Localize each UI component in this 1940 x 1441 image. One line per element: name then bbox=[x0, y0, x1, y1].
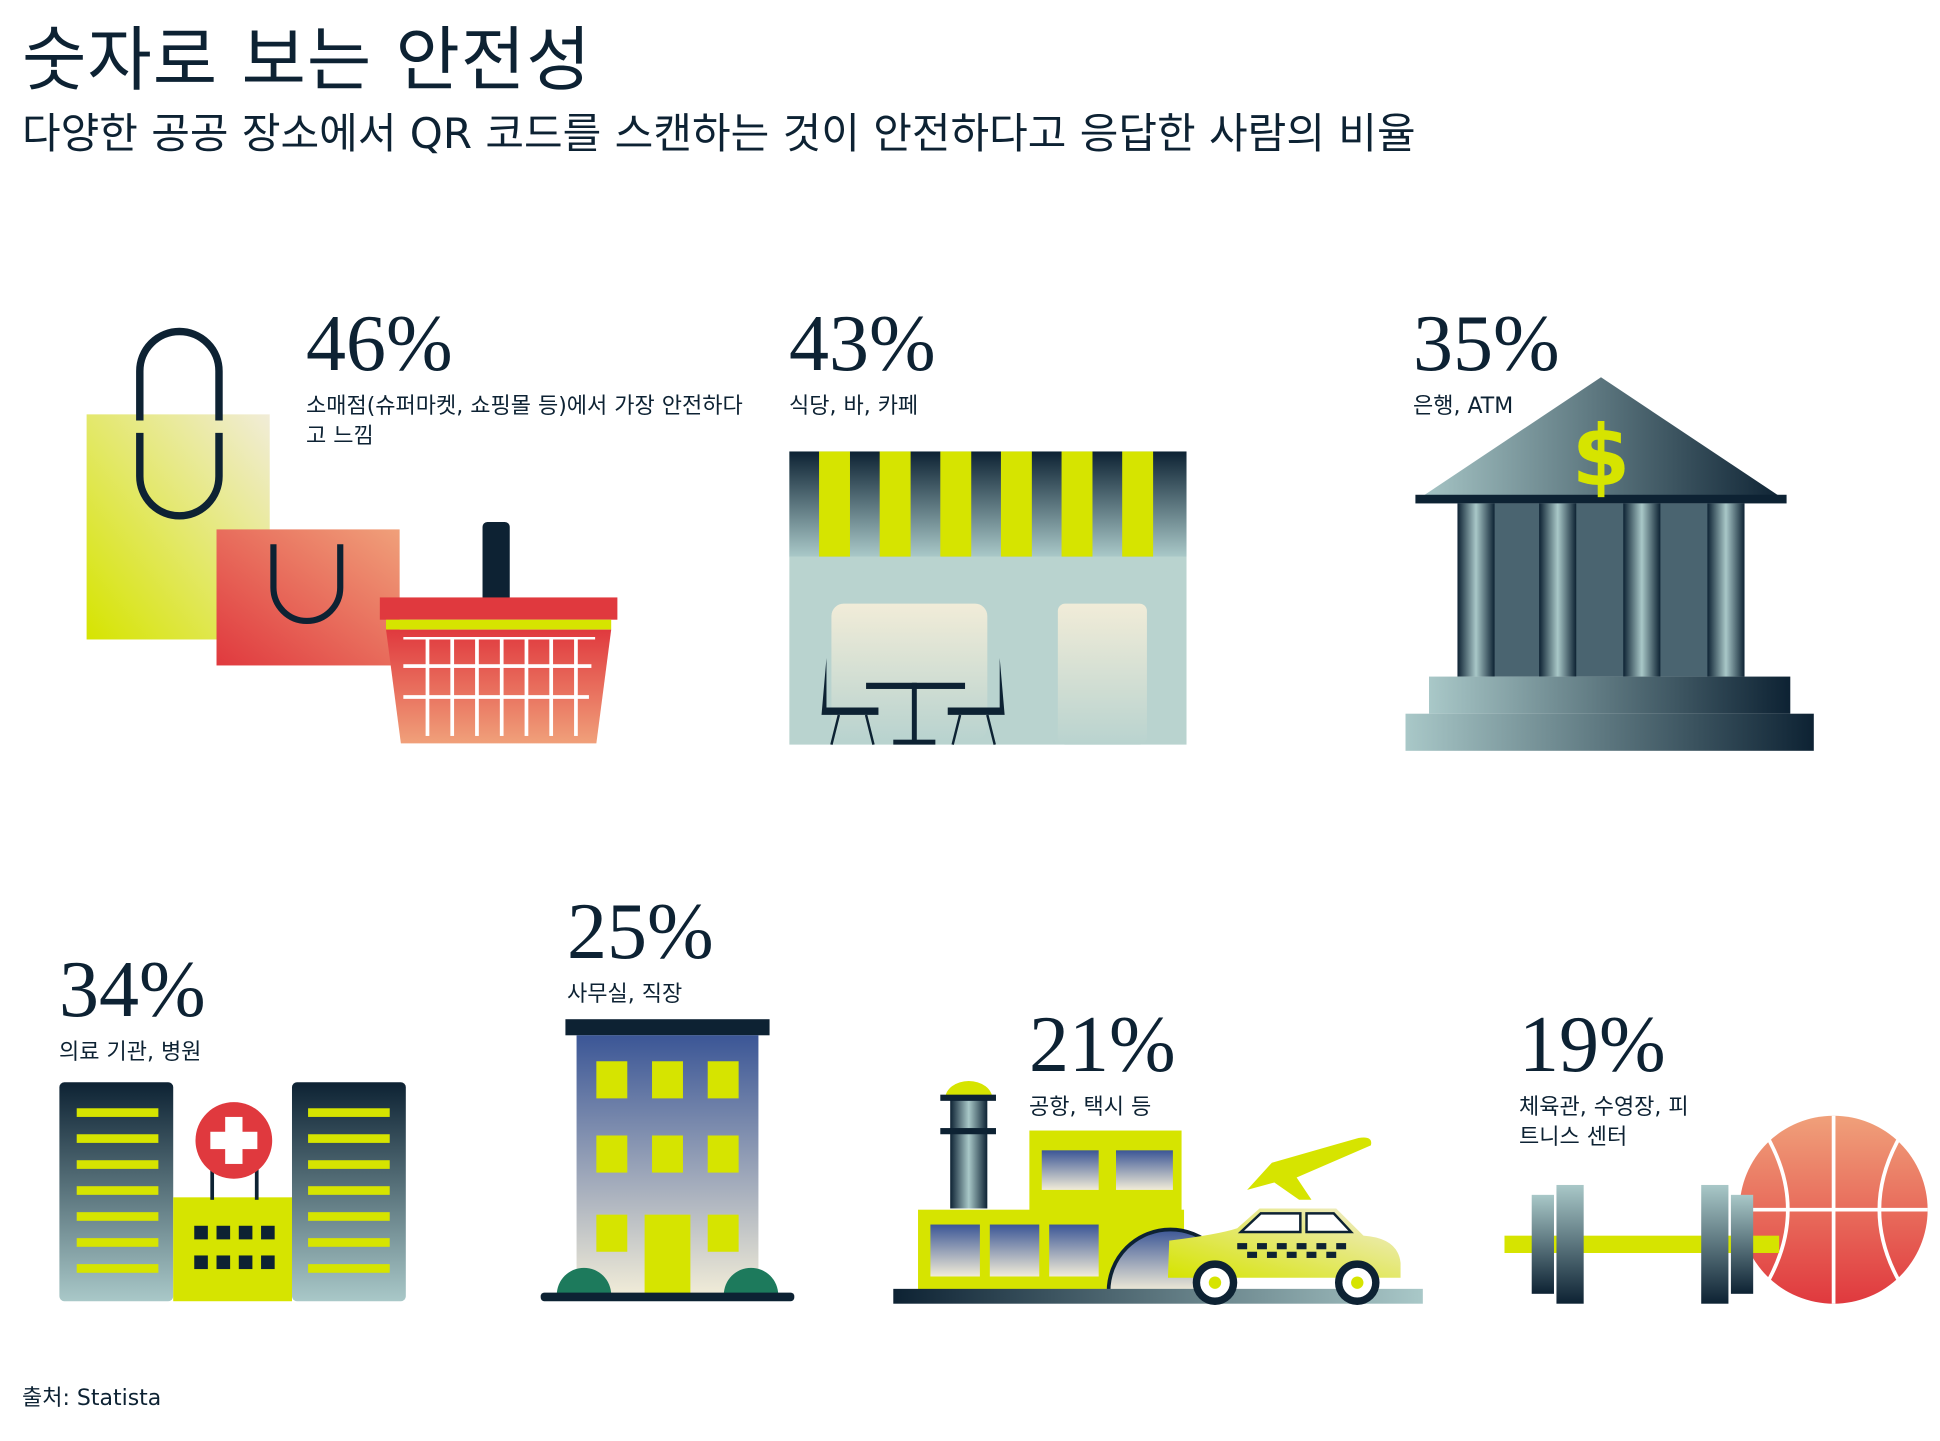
stat-label: 식당, 바, 카페 bbox=[789, 394, 919, 419]
stat-label: 소매점(슈퍼마켓, 쇼핑몰 등)에서 가장 안전하다고 느낌 bbox=[306, 394, 743, 449]
stat-percent: 25% bbox=[567, 888, 714, 976]
svg-text:$: $ bbox=[1572, 407, 1631, 505]
dumbbell-basketball-icon bbox=[1504, 1115, 1928, 1304]
stat-percent: 35% bbox=[1413, 300, 1560, 388]
stat-banks: 35% 은행, ATM bbox=[1413, 304, 1560, 422]
cafe-storefront-icon bbox=[789, 451, 1187, 745]
stat-percent: 43% bbox=[789, 300, 936, 388]
office-building-icon bbox=[540, 1019, 795, 1302]
stat-gyms: 19% 체육관, 수영장, 피트니스 센터 bbox=[1519, 1005, 1689, 1153]
stat-percent: 34% bbox=[59, 946, 206, 1034]
stat-percent: 19% bbox=[1519, 1001, 1666, 1089]
stat-label: 의료 기관, 병원 bbox=[59, 1040, 202, 1065]
page-subtitle: 다양한 공공 장소에서 QR 코드를 스캔하는 것이 안전하다고 응답한 사람의… bbox=[22, 109, 1416, 158]
stat-offices: 25% 사무실, 직장 bbox=[567, 892, 714, 1010]
airport-taxi-icon bbox=[893, 1081, 1423, 1305]
stat-label: 체육관, 수영장, 피트니스 센터 bbox=[1519, 1095, 1689, 1150]
bank-icon: $ bbox=[1405, 377, 1814, 751]
hospital-icon bbox=[59, 1082, 406, 1302]
source-note: 출처: Statista bbox=[22, 1386, 162, 1411]
stat-label: 은행, ATM bbox=[1413, 394, 1514, 419]
stat-label: 공항, 택시 등 bbox=[1029, 1095, 1152, 1120]
stat-restaurants: 43% 식당, 바, 카페 bbox=[789, 304, 936, 422]
stat-label: 사무실, 직장 bbox=[567, 982, 683, 1007]
stat-percent: 21% bbox=[1029, 1001, 1176, 1089]
stat-healthcare: 34% 의료 기관, 병원 bbox=[59, 950, 206, 1068]
shopping-bags-basket-icon bbox=[86, 327, 618, 744]
stat-airports: 21% 공항, 택시 등 bbox=[1029, 1005, 1176, 1123]
stat-percent: 46% bbox=[306, 300, 453, 388]
page-title: 숫자로 보는 안전성 bbox=[22, 19, 592, 101]
stat-retail: 46% 소매점(슈퍼마켓, 쇼핑몰 등)에서 가장 안전하다고 느낌 bbox=[306, 304, 746, 452]
